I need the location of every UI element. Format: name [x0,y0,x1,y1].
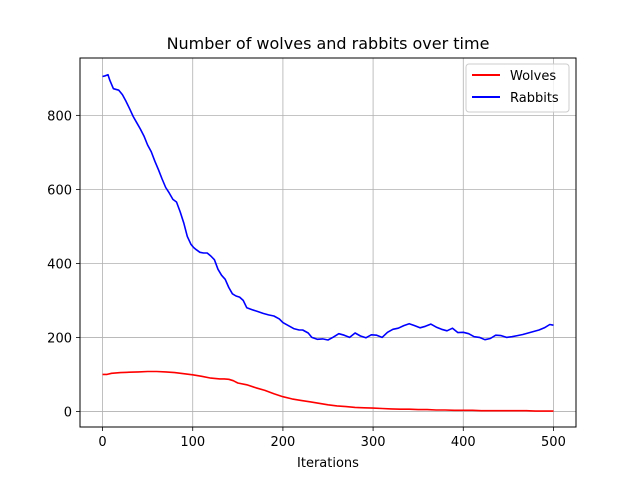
y-tick-label: 400 [47,257,72,272]
x-tick-label: 300 [361,435,386,450]
x-tick-label: 200 [270,435,295,450]
grid [80,58,576,427]
chart-title: Number of wolves and rabbits over time [167,34,490,53]
x-axis-label: Iterations [297,456,359,471]
x-tick-label: 500 [541,435,566,450]
x-tick-label: 0 [98,435,106,450]
x-tick-label: 400 [451,435,476,450]
y-tick-label: 200 [47,331,72,346]
x-tick-label: 100 [180,435,205,450]
legend-label-wolves: Wolves [510,69,556,84]
y-tick-label: 600 [47,183,72,198]
ticks: 0 100 200 300 400 500 0 200 400 600 800 [47,109,566,450]
series-line-rabbits [102,73,554,341]
legend-label-rabbits: Rabbits [510,91,559,106]
series-line-wolves [102,370,554,412]
legend: Wolves Rabbits [465,63,570,113]
series-layer [102,73,554,412]
y-tick-label: 0 [64,405,72,420]
y-tick-label: 800 [47,109,72,124]
axes-frame [79,57,577,428]
